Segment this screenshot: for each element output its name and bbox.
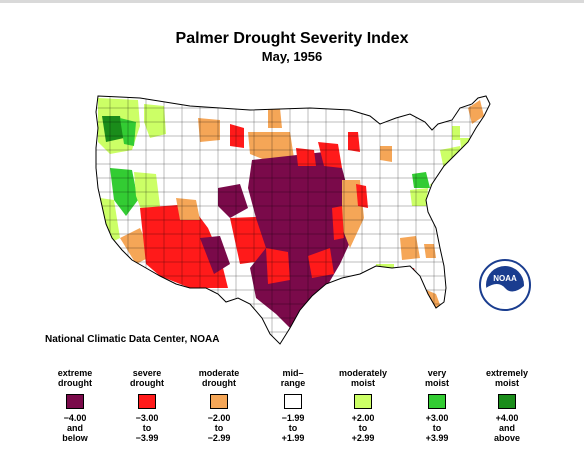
legend-label: moderate drought	[198, 368, 240, 388]
legend-swatch	[428, 394, 446, 409]
region-extremely-moist	[102, 116, 124, 142]
legend-label: mid– range	[280, 368, 306, 388]
legend-item: severe drought −3.00 to −3.99	[112, 366, 182, 443]
top-toolbar-strip	[0, 0, 584, 3]
legend-swatch	[138, 394, 156, 409]
legend-item: extremely moist +4.00 and above	[472, 366, 542, 443]
region-moderate-drought	[248, 132, 294, 162]
legend-swatch	[210, 394, 228, 409]
region-moderate-drought	[268, 108, 282, 128]
legend-range: +2.00 to +2.99	[351, 413, 375, 443]
region-moderate-drought	[198, 118, 220, 142]
legend-item: mid– range −1.99 to +1.99	[258, 366, 328, 443]
legend-label: moderately moist	[338, 368, 388, 388]
legend-item: extreme drought −4.00 and below	[40, 366, 110, 443]
region-severe-drought	[332, 206, 344, 240]
legend-label: extreme drought	[57, 368, 93, 388]
us-outline	[95, 95, 491, 345]
legend-range: −1.99 to +1.99	[281, 413, 305, 443]
region-extreme-drought	[200, 236, 230, 274]
legend-item: very moist +3.00 to +3.99	[402, 366, 472, 443]
region-severe-drought	[318, 142, 342, 168]
region-moderately-moist	[452, 126, 460, 140]
legend-item: moderately moist +2.00 to +2.99	[328, 366, 398, 443]
region-severe-drought	[266, 248, 290, 284]
legend-swatch	[498, 394, 516, 409]
legend-range: −2.00 to −2.99	[207, 413, 231, 443]
region-very-moist	[412, 172, 430, 188]
region-severe-drought	[140, 204, 228, 288]
region-severe-drought	[308, 248, 334, 278]
legend-swatch	[354, 394, 372, 409]
region-moderately-moist	[410, 188, 428, 206]
map-subtitle: May, 1956	[261, 49, 323, 64]
legend-swatch	[284, 394, 302, 409]
legend-label: extremely moist	[485, 368, 529, 388]
region-moderate-drought	[380, 146, 392, 162]
legend-swatch	[66, 394, 84, 409]
region-severe-drought	[296, 148, 316, 166]
legend-label: severe drought	[130, 368, 164, 388]
legend-item: moderate drought −2.00 to −2.99	[184, 366, 254, 443]
us-drought-map	[80, 88, 540, 363]
legend-range: −4.00 and below	[62, 413, 88, 443]
region-extreme-drought	[248, 152, 352, 328]
region-extreme-drought	[218, 184, 248, 218]
legend-range: +3.00 to +3.99	[425, 413, 449, 443]
region-moderate-drought	[468, 100, 484, 124]
noaa-logo-text: NOAA	[493, 274, 517, 283]
legend: extreme drought −4.00 and below severe dro…	[40, 366, 560, 451]
legend-range: +4.00 and above	[493, 413, 520, 443]
drought-regions	[96, 96, 490, 344]
legend-range: −3.00 to −3.99	[135, 413, 159, 443]
noaa-logo-icon: NOAA	[478, 258, 532, 312]
map-title: Palmer Drought Severity Index	[175, 30, 409, 47]
legend-label: very moist	[424, 368, 449, 388]
region-moderate-drought	[424, 244, 436, 258]
region-severe-drought	[348, 132, 360, 152]
region-moderately-moist	[144, 104, 166, 138]
credit-text: National Climatic Data Center, NOAA	[45, 334, 220, 345]
